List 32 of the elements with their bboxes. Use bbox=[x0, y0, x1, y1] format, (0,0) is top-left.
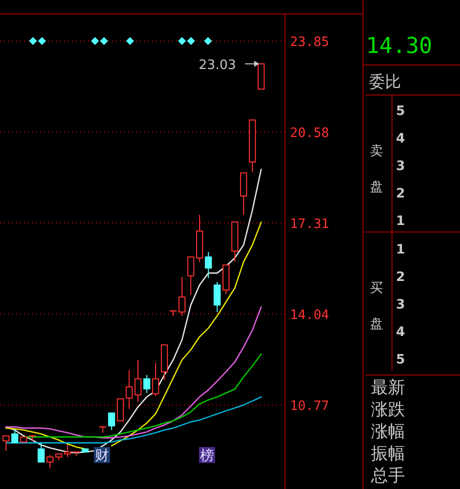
text: 振幅 bbox=[371, 444, 405, 464]
text: 涨跌 bbox=[371, 400, 405, 420]
candlestick bbox=[204, 251, 212, 279]
y-tick-label: 23.85 bbox=[290, 34, 330, 50]
text: 3 bbox=[396, 298, 406, 312]
text: 1 bbox=[396, 242, 406, 258]
line-series bbox=[5, 306, 262, 438]
text: 5 bbox=[396, 352, 406, 368]
text: 买盘 bbox=[370, 281, 383, 332]
text: 总手 bbox=[370, 466, 405, 486]
text: 1 bbox=[396, 214, 406, 229]
annotation: 23.03 bbox=[198, 58, 236, 73]
y-tick-label: 14.04 bbox=[290, 308, 330, 323]
y-tick-label: 20.58 bbox=[290, 126, 330, 141]
text: 14.30 bbox=[366, 34, 432, 59]
text: 2 bbox=[396, 186, 406, 202]
y-tick-label: 17.31 bbox=[290, 216, 330, 232]
line-series bbox=[5, 396, 262, 444]
candlestick bbox=[126, 369, 133, 410]
text: 4 bbox=[396, 325, 406, 340]
y-tick-label: 10.77 bbox=[290, 398, 330, 414]
text: 3 bbox=[396, 159, 406, 174]
text: 最新 bbox=[371, 378, 405, 398]
text: 卖盘 bbox=[370, 144, 383, 195]
annotation: 财 bbox=[95, 448, 109, 464]
annotation: 榜 bbox=[200, 448, 214, 464]
text: 2 bbox=[396, 270, 406, 285]
candlestick bbox=[134, 359, 142, 402]
text: 4 bbox=[396, 132, 406, 146]
text: 涨幅 bbox=[371, 422, 405, 442]
text: 委比 bbox=[369, 72, 401, 91]
text: 5 bbox=[396, 104, 406, 119]
